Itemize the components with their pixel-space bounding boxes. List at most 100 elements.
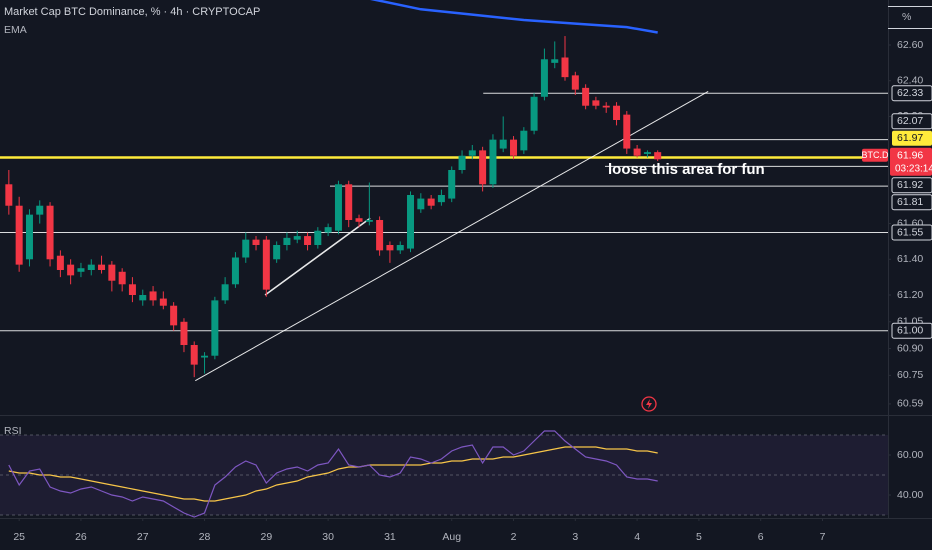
trendline [195, 90, 709, 382]
candle-body [15, 205, 23, 265]
chart-title: Market Cap BTC Dominance, % · 4h · CRYPT… [4, 6, 260, 18]
level-label-box [891, 194, 932, 211]
y-tick-label: 60.90 [897, 342, 923, 354]
candle-body [376, 220, 384, 251]
candle-body [190, 345, 198, 365]
y-tick-label: 62.40 [897, 74, 923, 86]
candle-body [468, 150, 476, 156]
candle-body [396, 245, 404, 251]
candle-body [139, 295, 147, 301]
candle-body [417, 198, 425, 210]
x-tick-label: Aug [442, 531, 461, 543]
candle-body [551, 59, 559, 63]
candle-body [437, 195, 445, 203]
candle-body [479, 150, 487, 185]
candle-body [324, 227, 332, 233]
candle-body [25, 214, 33, 260]
price-pane [0, 0, 888, 382]
candle-body [149, 291, 157, 301]
countdown-label: 03:23:14 [895, 163, 932, 174]
candle-body [180, 321, 188, 345]
candle-body [355, 218, 363, 222]
level-label-box [892, 130, 932, 146]
candle-body [530, 96, 538, 131]
y-tick-label: 61.40 [897, 253, 923, 265]
level-label-box [891, 177, 932, 194]
lightning-icon[interactable] [641, 396, 657, 412]
rsi-line [8, 430, 658, 518]
symbol-tag [862, 148, 888, 162]
unit-label: % [902, 11, 911, 23]
candle-body [602, 105, 610, 108]
candle-body [118, 271, 126, 285]
y-tick-label: 61.20 [897, 289, 923, 301]
x-tick-label: 29 [260, 531, 272, 543]
y-tick-label: 60.59 [897, 398, 923, 410]
icon-bolt [646, 399, 652, 409]
candle-body [561, 57, 569, 78]
candle-body [87, 264, 95, 270]
candle-body [108, 264, 116, 281]
level-label: 62.33 [897, 87, 923, 99]
level-label-box [891, 113, 932, 130]
candle-body [540, 59, 548, 97]
candle-body [242, 239, 250, 258]
candle-body [407, 195, 415, 249]
level-label: 61.97 [897, 132, 923, 144]
candle-body [46, 205, 54, 260]
level-label: 61.00 [897, 324, 923, 336]
x-tick-label: 30 [322, 531, 334, 543]
candle-body [334, 184, 342, 231]
level-label-box [891, 322, 932, 339]
candle-body [365, 220, 373, 222]
level-label: 61.55 [897, 226, 923, 238]
candle-body [458, 155, 466, 170]
rsi-y-tick-label: 40.00 [897, 489, 923, 501]
icon-ring [641, 396, 657, 412]
candle-body [520, 130, 528, 151]
candle-body [5, 184, 13, 206]
candle-body [77, 268, 85, 272]
x-tick-label: 31 [384, 531, 396, 543]
ema-line [369, 0, 658, 34]
candle-body [613, 105, 621, 120]
candle-body [221, 284, 229, 301]
candle-body [283, 237, 291, 245]
candle-body [159, 298, 167, 306]
candle-body [304, 236, 312, 245]
level-label: 61.92 [897, 179, 923, 191]
x-tick-label: 28 [199, 531, 211, 543]
last-price-label: 61.96 [897, 150, 923, 162]
symbol-label: BTC.D [862, 150, 890, 160]
candle-body [448, 170, 456, 199]
candle-body [386, 245, 394, 251]
candle-body [98, 264, 106, 270]
rsi-y-tick-label: 60.00 [897, 449, 923, 461]
candle-body [56, 255, 64, 270]
level-label: 61.81 [897, 196, 923, 208]
candle-body [67, 264, 75, 276]
candle-body [170, 305, 178, 326]
rsi-label: RSI [4, 425, 22, 437]
x-tick-label: 25 [13, 531, 25, 543]
x-tick-label: 26 [75, 531, 87, 543]
level-label-box [891, 85, 932, 102]
candle-body [592, 100, 600, 106]
candle-body [427, 198, 435, 206]
x-tick-label: 27 [137, 531, 149, 543]
level-label: 62.07 [897, 115, 923, 127]
candle-body [623, 114, 631, 149]
candle-body [571, 75, 579, 90]
y-tick-label: 60.75 [897, 369, 923, 381]
candle-body [252, 239, 260, 245]
candle-body [510, 139, 518, 156]
candle-body [345, 184, 353, 220]
candle-body [211, 300, 219, 356]
rsi-pane [0, 430, 888, 518]
y-tick-label: 62.60 [897, 39, 923, 51]
candle-body [489, 139, 497, 185]
trendline [264, 217, 371, 296]
candle-body [128, 284, 136, 295]
